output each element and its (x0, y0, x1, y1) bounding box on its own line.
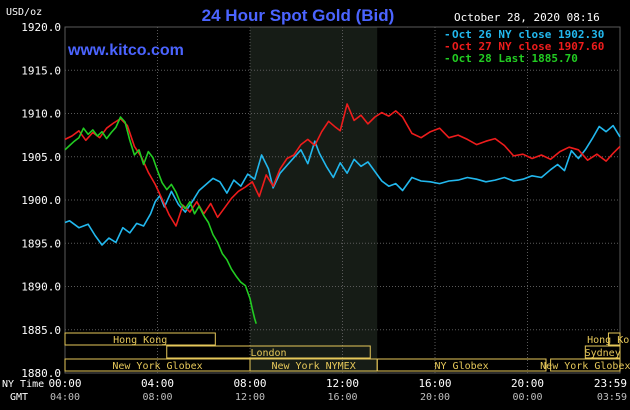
timestamp: October 28, 2020 08:16 (454, 11, 600, 24)
x-tick-label-gmt: 12:00 (235, 392, 265, 403)
session-bar (584, 345, 621, 359)
ny-time-row-label: NY Time (2, 379, 44, 390)
x-tick-label-gmt: 16:00 (327, 392, 357, 403)
session-label: Sydney (585, 348, 621, 359)
x-tick-label-ny: 08:00 (233, 377, 266, 390)
legend-entry-1: Oct 26 NY close 1902.30 (452, 28, 604, 41)
x-tick-label-ny: 00:00 (48, 377, 81, 390)
y-tick-label: 1905.0 (21, 151, 61, 164)
session-highlight-band (250, 27, 378, 373)
legend-marker-1: - (444, 28, 451, 41)
x-tick-label-gmt: 04:00 (50, 392, 80, 403)
y-tick-label: 1910.0 (21, 108, 61, 121)
watermark-text: www.kitco.com (67, 42, 184, 59)
session-bar (64, 332, 216, 346)
session-label: New York Globex (112, 361, 202, 372)
session-label: London (250, 348, 286, 359)
legend-marker-2: - (444, 40, 451, 53)
legend-entry-3: Oct 28 Last 1885.70 (452, 52, 578, 65)
session-bar (607, 332, 621, 346)
series-line-1 (64, 124, 621, 246)
series-line-3 (64, 116, 257, 324)
session-bar (166, 345, 371, 359)
x-tick-label-ny: 04:00 (141, 377, 174, 390)
session-bar (550, 358, 621, 372)
session-bar (376, 358, 547, 372)
series-line-2 (64, 103, 621, 227)
chart-title: 24 Hour Spot Gold (Bid) (202, 6, 395, 25)
y-tick-label: 1895.0 (21, 237, 61, 250)
plot-border (64, 26, 621, 374)
y-tick-label: 1915.0 (21, 64, 61, 77)
session-label: Hong Kong (113, 335, 167, 346)
legend-marker-3: - (444, 52, 451, 65)
x-tick-label-ny: 16:00 (418, 377, 451, 390)
x-tick-label-ny: 12:00 (326, 377, 359, 390)
x-tick-label-gmt: 08:00 (142, 392, 172, 403)
x-tick-label-gmt: 03:59 (597, 392, 627, 403)
x-tick-label-gmt: 20:00 (420, 392, 450, 403)
y-tick-label: 1920.0 (21, 21, 61, 34)
session-label: New York NYMEX (271, 361, 355, 372)
y-tick-label: 1885.0 (21, 324, 61, 337)
gmt-row-label: GMT (10, 392, 28, 403)
y-tick-label: 1900.0 (21, 194, 61, 207)
session-label: Hong Kong (587, 335, 630, 346)
session-label: New York Globex (540, 361, 630, 372)
x-tick-label-ny: 20:00 (511, 377, 544, 390)
y-tick-label: 1890.0 (21, 281, 61, 294)
y-tick-label: 1880.0 (21, 367, 61, 380)
legend-entry-2: Oct 27 NY close 1907.60 (452, 40, 604, 53)
session-label: NY Globex (435, 361, 489, 372)
y-axis-unit-label: USD/oz (6, 7, 42, 18)
x-tick-label-ny: 23:59 (594, 377, 627, 390)
x-tick-label-gmt: 00:00 (512, 392, 542, 403)
legend: - Oct 26 NY close 1902.30 - Oct 27 NY cl… (444, 28, 604, 65)
